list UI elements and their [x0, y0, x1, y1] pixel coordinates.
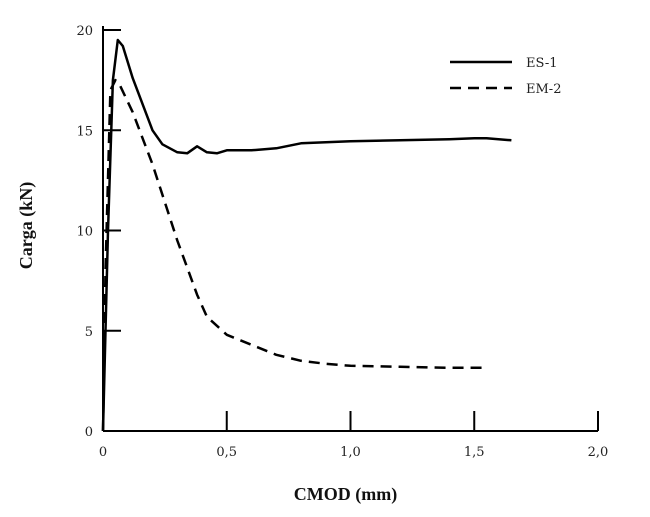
legend: ES-1 EM-2 — [450, 56, 561, 97]
series-line-em-2 — [101, 78, 487, 432]
series-line-es-1 — [101, 38, 512, 432]
x-tick-label: 2,0 — [588, 445, 609, 460]
y-axis-ticks: 0 5 10 15 20 — [76, 24, 121, 440]
y-tick-label: 5 — [85, 325, 93, 340]
y-tick-label: 20 — [76, 24, 93, 39]
legend-label-em-2: EM-2 — [526, 82, 561, 97]
y-tick-label: 0 — [85, 425, 93, 440]
axes — [102, 26, 598, 432]
series-layer — [101, 38, 512, 432]
y-tick-label: 15 — [76, 124, 93, 139]
x-tick-label: 1,5 — [464, 445, 485, 460]
y-tick-label: 10 — [76, 225, 93, 240]
y-axis-title: Carga (kN) — [16, 182, 37, 270]
x-tick-label: 0,5 — [216, 445, 237, 460]
x-tick-label: 0 — [99, 445, 107, 460]
x-tick-label: 1,0 — [340, 445, 361, 460]
legend-label-es-1: ES-1 — [526, 56, 558, 71]
x-axis-ticks: 0 0,5 1,0 1,5 2,0 — [99, 411, 608, 460]
x-axis-title: CMOD (mm) — [294, 484, 397, 505]
